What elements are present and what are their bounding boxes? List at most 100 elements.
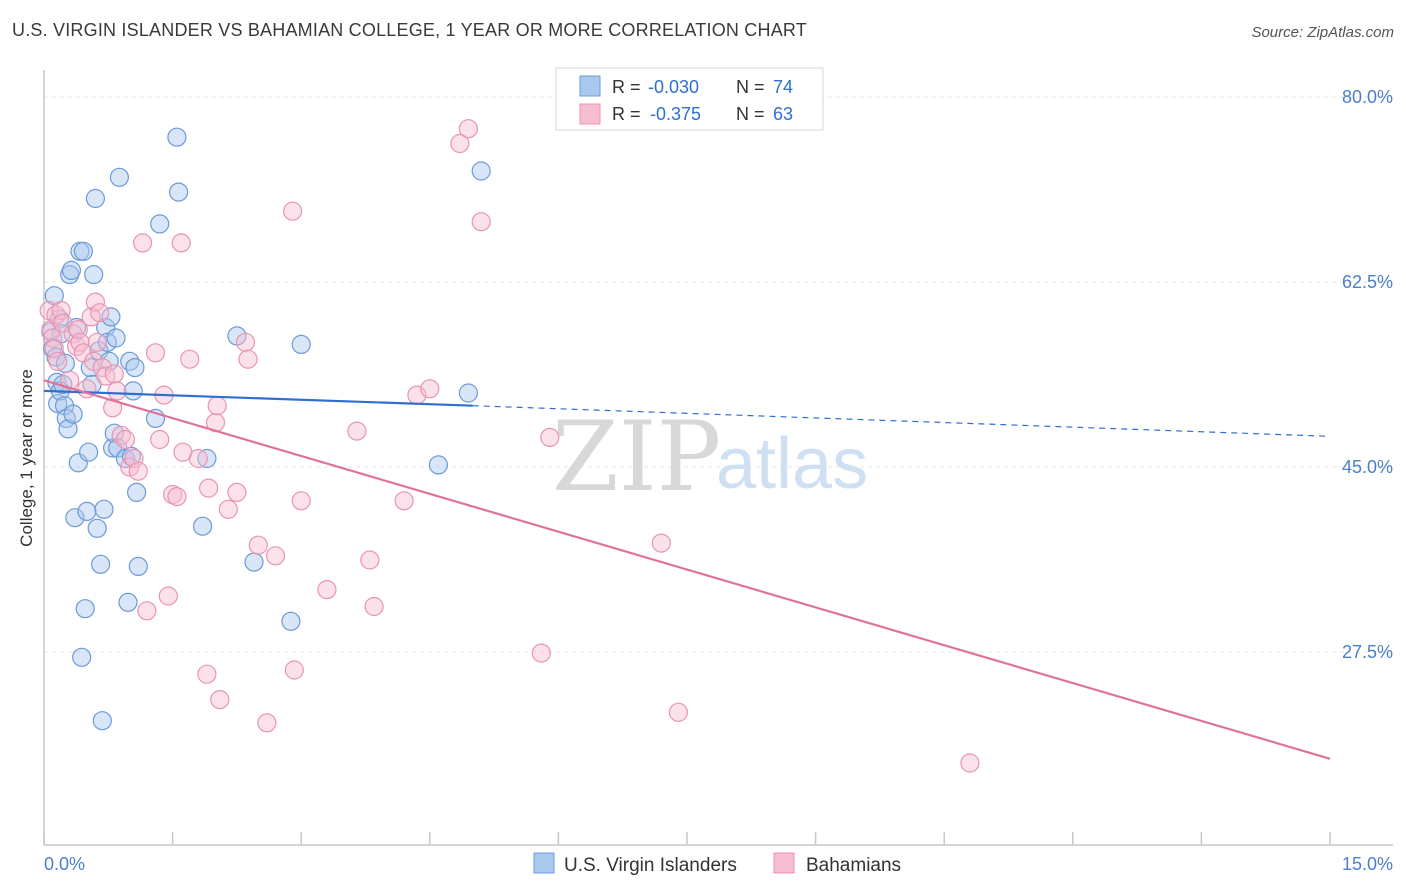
bahamians-point — [107, 381, 127, 401]
virgin-islanders-point — [120, 351, 140, 371]
bahamians-point — [167, 487, 187, 507]
virgin-islanders-point — [72, 647, 92, 667]
virgin-islanders-point — [169, 182, 189, 202]
virgin-islanders-point — [109, 167, 130, 187]
virgin-islanders-point — [78, 442, 99, 462]
legend-swatch-pink — [579, 103, 601, 125]
bahamians-point — [227, 482, 247, 502]
virgin-islanders-point — [193, 516, 213, 536]
bahamians-point — [60, 370, 80, 390]
bahamians-point — [218, 499, 238, 519]
source-credit: Source: ZipAtlas.com — [1251, 24, 1394, 41]
bahamians-point — [90, 303, 110, 323]
virgin-islanders-point — [118, 592, 138, 612]
virgin-islanders-point — [75, 599, 95, 619]
virgin-islanders-point — [84, 265, 104, 285]
legend-swatch-blue — [579, 75, 601, 97]
bahamians-point — [44, 339, 64, 359]
virgin-islanders-point — [167, 127, 187, 147]
virgin-islanders-point — [128, 556, 148, 577]
chart-title: U.S. VIRGIN ISLANDER VS BAHAMIAN COLLEGE… — [12, 20, 807, 40]
virgin-islanders-point — [77, 501, 97, 521]
axis-layer — [43, 70, 1393, 846]
virgin-islanders-point — [63, 404, 83, 424]
bahamians-point — [471, 212, 491, 232]
bahamians-point — [420, 379, 440, 399]
legend-n-value-2: 63 — [773, 104, 793, 124]
virgin-islanders-point — [58, 419, 78, 439]
virgin-islanders-point — [61, 260, 82, 280]
bahamians-point — [104, 364, 124, 384]
bahamians-point — [207, 396, 227, 416]
series-swatch-bahamians — [773, 852, 795, 874]
legend-n-label-2: N = — [736, 104, 765, 124]
bahamians-point — [257, 713, 277, 733]
bahamians-point — [235, 332, 256, 352]
y-axis-label: College, 1 year or more — [17, 369, 36, 547]
correlation-legend: R = -0.030 N = 74 R = -0.375 N = 63 — [555, 67, 824, 131]
bahamians-point — [540, 427, 560, 447]
bahamians-point — [317, 579, 337, 600]
bahamians-point — [87, 332, 107, 352]
bahamians-point — [210, 689, 230, 710]
virgin-islanders-point — [101, 307, 121, 327]
watermark-zip: ZIP — [552, 401, 721, 513]
bahamians-point — [150, 429, 170, 450]
virgin-islanders-point — [65, 508, 85, 528]
legend-r-value-1: -0.030 — [648, 77, 699, 97]
virgin-islanders-point — [244, 552, 264, 572]
virgin-islanders-point — [87, 518, 107, 538]
legend-r-value-2: -0.375 — [650, 104, 701, 124]
bahamians-point — [960, 753, 980, 773]
bahamians-point — [48, 351, 68, 371]
bahamians-point — [450, 133, 470, 154]
bahamians-point — [265, 546, 286, 566]
y-tick-label: 62.5% — [1342, 272, 1393, 292]
series-legend: U.S. Virgin Islanders Bahamians — [533, 852, 901, 876]
trend-layer — [43, 379, 1331, 760]
bahamians-point — [283, 201, 303, 221]
legend-n-label-1: N = — [736, 77, 765, 97]
bahamians-point — [145, 343, 166, 363]
bahamians-point — [394, 491, 414, 511]
legend-r-label-1: R = — [612, 77, 641, 97]
bahamians-point — [199, 478, 219, 498]
virgin-islanders-point — [97, 332, 118, 352]
bahamians-point — [85, 292, 106, 312]
series-label-bahamians: Bahamians — [806, 855, 901, 876]
virgin-islanders-point — [458, 383, 478, 403]
virgin-islanders-point — [428, 455, 448, 475]
virgin-islanders-point — [150, 214, 170, 234]
bahamians-point — [248, 535, 268, 555]
watermark: ZIP atlas — [552, 401, 868, 513]
virgin-islanders-point — [104, 423, 124, 443]
x-tick-label: 15.0% — [1342, 854, 1393, 874]
virgin-islanders-point — [123, 381, 143, 401]
bahamians-point — [347, 421, 367, 441]
bahamians-point — [284, 660, 304, 680]
series-label-virgin-islanders: U.S. Virgin Islanders — [564, 855, 737, 876]
bahamians-point — [364, 596, 384, 617]
y-tick-label: 27.5% — [1342, 642, 1393, 662]
virgin-islanders-point — [92, 711, 112, 731]
bahamians-point — [360, 550, 380, 570]
bahamians-point — [651, 533, 671, 553]
series-swatch-virgin-islanders — [533, 852, 555, 874]
legend-n-value-1: 74 — [773, 77, 793, 97]
bahamians-point — [188, 448, 208, 469]
y-tick-label: 45.0% — [1342, 457, 1393, 477]
virgin-islanders-point — [73, 241, 94, 261]
legend-r-label-2: R = — [612, 104, 641, 124]
bahamians-trend-line — [43, 379, 1331, 760]
bahamians-point — [158, 586, 178, 606]
virgin-islanders-point — [291, 334, 311, 354]
virgin-islanders-point — [106, 328, 126, 348]
virgin-islanders-point — [96, 317, 116, 338]
virgin-islanders-point — [48, 394, 68, 414]
bahamians-point — [531, 643, 551, 663]
bahamians-point — [197, 664, 217, 684]
bahamians-point — [115, 429, 136, 450]
bahamians-point — [128, 461, 148, 481]
bahamians-point — [70, 332, 90, 352]
